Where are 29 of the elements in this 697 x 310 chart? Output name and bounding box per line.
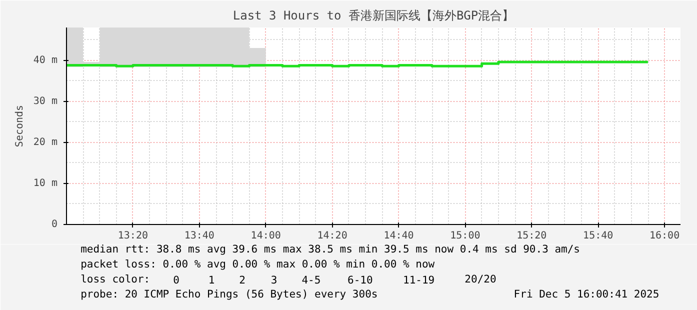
y-tick-label: 30 m: [33, 96, 58, 107]
text: median rtt: 38.8 ms avg 39.6 ms max 38.5 ms min 39.5 ms now 0.4 ms sd 90.3 am/s: [80, 244, 580, 256]
x-tick-label: 14:00: [250, 230, 281, 242]
y-tick-label: 40 m: [33, 54, 58, 66]
y-tick-label: 20 m: [33, 136, 58, 148]
text: probe: 20 ICMP Echo Pings (56 Bytes) every 300s: [80, 288, 378, 300]
text: Fri Dec 5 16:00:41 2025: [514, 288, 660, 300]
text: loss color:: [80, 274, 150, 286]
x-tick-label: 14:20: [317, 230, 348, 242]
x-tick-label: 13:20: [118, 230, 148, 242]
text: 20/20: [464, 274, 496, 286]
chart-title: Last 3 Hours to 香港新国际线【海外BGP混合】: [232, 8, 514, 22]
x-tick-label: 15:20: [516, 230, 547, 242]
text: 0: [173, 274, 180, 286]
text: 4-5: [302, 274, 321, 286]
x-tick-label: 14:40: [384, 230, 414, 242]
y-tick-label: 10 m: [33, 178, 58, 189]
text: 1: [208, 274, 215, 286]
text: 11-19: [403, 274, 435, 286]
text: 2: [239, 274, 246, 286]
text: 3: [270, 274, 278, 286]
y-axis-title: Seconds: [14, 104, 26, 148]
x-tick-label: 13:40: [184, 230, 214, 242]
x-tick-label: 15:40: [583, 230, 614, 242]
text: packet loss: 0.00 % avg 0.00 % max 0.00 % min 0.00 % now: [80, 258, 436, 270]
text: 6-10: [348, 274, 373, 286]
x-tick-label: 16:00: [650, 230, 680, 242]
x-tick-label: 15:00: [450, 230, 480, 242]
y-tick-label: 0: [51, 219, 58, 230]
